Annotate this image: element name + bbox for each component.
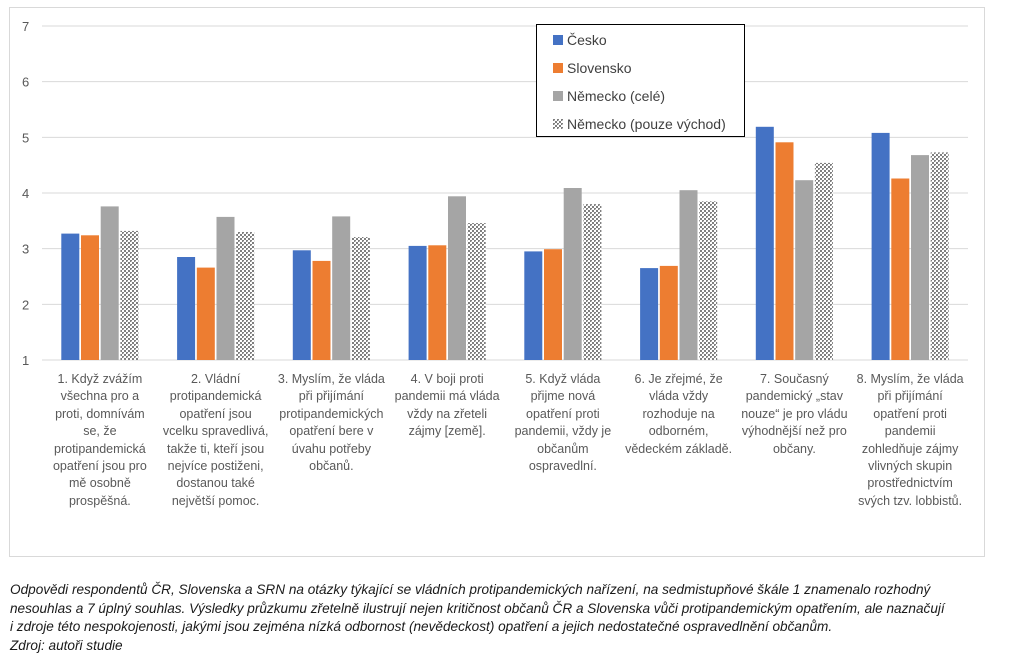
bar-1-category-4: [408, 245, 427, 360]
bar-1-category-7: [755, 126, 774, 360]
caption-line-2: nesouhlas a 7 úplný souhlas. Výsledky pr…: [10, 600, 945, 616]
gridlines: [42, 25, 968, 361]
category-label-7: 7. Současný pandemický „stav nouze“ je p…: [741, 372, 848, 456]
bar-3-category-2: [216, 216, 235, 360]
bar-2-category-7: [775, 142, 794, 360]
bar-2-category-4: [428, 245, 447, 360]
category-label-4: 4. V boji proti pandemii má vláda vždy n…: [394, 372, 500, 439]
bar-1-category-1: [61, 233, 80, 360]
legend-swatch: [553, 63, 563, 73]
bar-2-category-6: [659, 265, 678, 360]
category-label-2: 2. Vládní protipandemická opatření jsou …: [162, 372, 269, 508]
bar-4-category-3: [351, 237, 370, 360]
bar-4-category-8: [930, 152, 949, 360]
bar-2-category-5: [544, 249, 562, 360]
legend-label: Německo (pouze východ): [567, 116, 726, 132]
category-label-5: 5. Když vláda přijme nová opatření proti…: [514, 372, 612, 474]
category-label-6: 6. Je zřejmé, že vláda vždy rozhoduje na…: [625, 372, 733, 456]
legend-item-2: Slovensko: [553, 58, 632, 78]
caption-line-3: i zdroje této nespokojenosti, jakými jso…: [10, 619, 833, 635]
bar-4-category-4: [467, 223, 486, 360]
y-tick-label: 1: [22, 353, 29, 368]
y-tick-label: 6: [22, 75, 29, 90]
y-tick-label: 7: [22, 19, 29, 34]
legend-label: Slovensko: [567, 60, 632, 76]
bar-3-category-4: [448, 196, 466, 360]
bar-2-category-1: [81, 235, 99, 360]
legend-swatch: [553, 119, 563, 129]
chart-area: 1 2 3 4 5 6 7 1. Když zvážím všechna pro a pro…: [9, 7, 985, 557]
y-tick-label: 2: [22, 297, 29, 312]
y-tick-label: 3: [22, 242, 29, 257]
bar-2-category-8: [891, 178, 910, 360]
bar-2-category-3: [312, 260, 331, 360]
bar-4-category-7: [814, 162, 833, 360]
bar-3-category-5: [563, 188, 582, 360]
legend-label: Česko: [567, 32, 607, 48]
y-tick-label: 4: [22, 186, 29, 201]
bar-3-category-7: [795, 180, 814, 360]
category-label-1: 1. Když zvážím všechna pro a proti, domn…: [52, 372, 147, 508]
bar-1-category-8: [871, 132, 890, 360]
legend-item-3: Německo (celé): [553, 86, 665, 106]
y-tick-label: 5: [22, 130, 29, 145]
bar-3-category-3: [332, 216, 351, 360]
legend-item-1: Česko: [553, 30, 607, 50]
bar-3-category-6: [679, 190, 698, 360]
y-axis-tick-labels: 1 2 3 4 5 6 7: [22, 19, 29, 368]
bar-4-category-1: [120, 230, 139, 360]
legend-label: Německo (celé): [567, 88, 666, 104]
caption-line-1: Odpovědi respondentů ČR, Slovenska a SRN…: [10, 582, 931, 597]
bar-4-category-5: [583, 204, 602, 360]
bar-1-category-3: [292, 250, 311, 360]
bar-4-category-6: [699, 201, 718, 360]
figure-caption: Odpovědi respondentů ČR, Slovenska a SRN…: [10, 581, 1015, 656]
bar-2-category-2: [196, 267, 215, 360]
bar-3-category-8: [911, 155, 929, 360]
bar-1-category-5: [524, 251, 543, 360]
bar-3-category-1: [100, 206, 119, 360]
bar-1-category-6: [640, 268, 659, 360]
caption-source: Zdroj: autoři studie: [10, 638, 123, 654]
legend-item-4: Německo (pouze východ): [553, 114, 726, 134]
legend: Česko Slovensko Německo (celé) Německo (pou…: [536, 24, 745, 137]
bar-chart: 1 2 3 4 5 6 7: [22, 19, 968, 368]
bars: [61, 126, 949, 360]
bar-1-category-2: [177, 257, 196, 360]
category-label-3: 3. Myslím, že vláda při přijímání protip…: [277, 372, 385, 474]
legend-swatch: [553, 35, 563, 45]
legend-swatch: [553, 91, 563, 101]
category-label-8: 8. Myslím, že vláda při přijímání opatře…: [856, 372, 964, 508]
bar-4-category-2: [236, 232, 255, 360]
